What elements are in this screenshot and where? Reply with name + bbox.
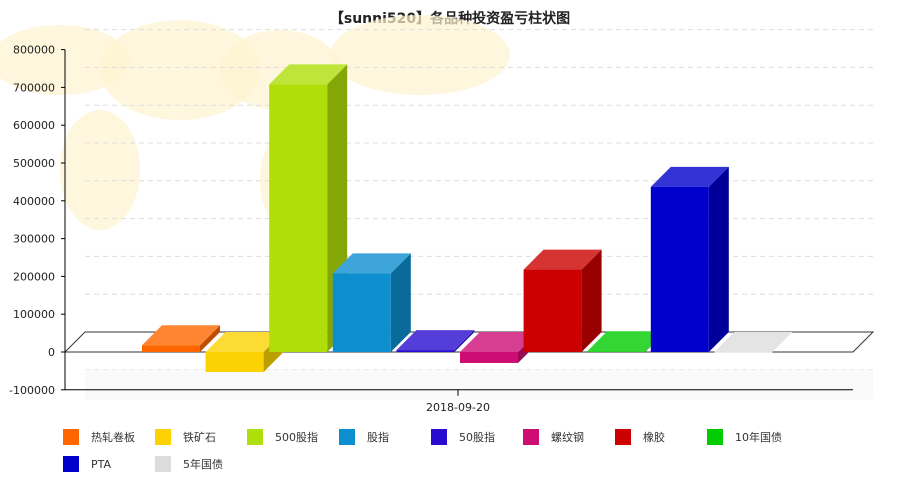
- y-tick-label: 100000: [13, 308, 55, 321]
- x-tick-label: 2018-09-20: [426, 401, 490, 414]
- legend-label: 橡胶: [643, 431, 665, 444]
- legend-swatch: [155, 429, 171, 445]
- map-background: [60, 110, 140, 230]
- legend-item[interactable]: 铁矿石: [155, 429, 216, 445]
- legend-item[interactable]: 5年国债: [155, 456, 223, 472]
- bar-top: [460, 332, 538, 352]
- legend-item[interactable]: 螺纹钢: [523, 429, 584, 445]
- bar-side: [708, 166, 729, 352]
- legend-label: 铁矿石: [183, 431, 216, 444]
- map-background: [330, 15, 510, 95]
- map-background: [100, 20, 260, 120]
- bar-PTA[interactable]: [650, 166, 729, 352]
- bar-top: [269, 64, 348, 85]
- legend-swatch: [63, 456, 79, 472]
- bar-side: [200, 325, 220, 352]
- legend-item[interactable]: 橡胶: [615, 429, 665, 445]
- legend-label: 5年国债: [183, 458, 223, 471]
- legend-label: 500股指: [275, 431, 318, 444]
- bar-front: [523, 269, 582, 352]
- y-tick-label: 400000: [13, 195, 55, 208]
- bar-front: [205, 352, 264, 373]
- bar-front: [460, 352, 518, 363]
- bar-5年国债[interactable]: [714, 332, 793, 353]
- bar-top: [587, 331, 666, 352]
- legend-swatch: [615, 429, 631, 445]
- bar-front: [332, 273, 391, 352]
- bar-front: [650, 186, 709, 352]
- bar-铁矿石[interactable]: [205, 332, 284, 373]
- legend-swatch: [431, 429, 447, 445]
- legend-item[interactable]: PTA: [63, 456, 111, 472]
- bar-side: [390, 253, 411, 352]
- bar-top: [523, 249, 602, 270]
- y-tick-label: 0: [48, 346, 55, 359]
- legend-swatch: [523, 429, 539, 445]
- bar-front: [269, 84, 328, 352]
- bar-股指[interactable]: [332, 253, 411, 352]
- bar-front: [587, 351, 646, 352]
- bar-top: [396, 330, 475, 351]
- legend-label: 热轧卷板: [91, 431, 135, 444]
- bar-热轧卷板[interactable]: [142, 325, 220, 352]
- bar-top: [332, 253, 411, 274]
- y-tick-label: 200000: [13, 270, 55, 283]
- bar-front: [142, 345, 200, 352]
- legend-item[interactable]: 500股指: [247, 429, 318, 445]
- y-tick-label: 800000: [13, 44, 55, 57]
- bar-top: [205, 332, 284, 352]
- legend-label: PTA: [91, 457, 112, 471]
- legend-item[interactable]: 50股指: [431, 429, 495, 445]
- legend-swatch: [339, 429, 355, 445]
- legend-label: 股指: [367, 431, 389, 444]
- legend-label: 10年国债: [735, 431, 782, 444]
- bar-50股指[interactable]: [396, 330, 475, 352]
- legend-item[interactable]: 热轧卷板: [63, 429, 135, 445]
- legend-swatch: [707, 429, 723, 445]
- legend-item[interactable]: 股指: [339, 429, 389, 445]
- bar-side: [454, 330, 475, 352]
- wall: [85, 369, 873, 400]
- bar-top: [142, 325, 220, 346]
- y-tick-label: -100000: [9, 384, 55, 397]
- bar-top: [714, 332, 793, 352]
- y-tick-label: 300000: [13, 233, 55, 246]
- y-tick-label: 500000: [13, 157, 55, 170]
- legend-swatch: [247, 429, 263, 445]
- bar-500股指[interactable]: [269, 64, 348, 352]
- legend-label: 螺纹钢: [551, 431, 584, 444]
- bar-side: [581, 249, 602, 352]
- y-tick-label: 600000: [13, 119, 55, 132]
- legend-item[interactable]: 10年国债: [707, 429, 782, 445]
- bar-front: [714, 352, 773, 353]
- bar-橡胶[interactable]: [523, 249, 602, 352]
- legend-label: 50股指: [459, 431, 495, 444]
- bar-front: [396, 350, 455, 352]
- legend-swatch: [63, 429, 79, 445]
- bar-top: [650, 166, 729, 187]
- legend-swatch: [155, 456, 171, 472]
- y-tick-label: 700000: [13, 81, 55, 94]
